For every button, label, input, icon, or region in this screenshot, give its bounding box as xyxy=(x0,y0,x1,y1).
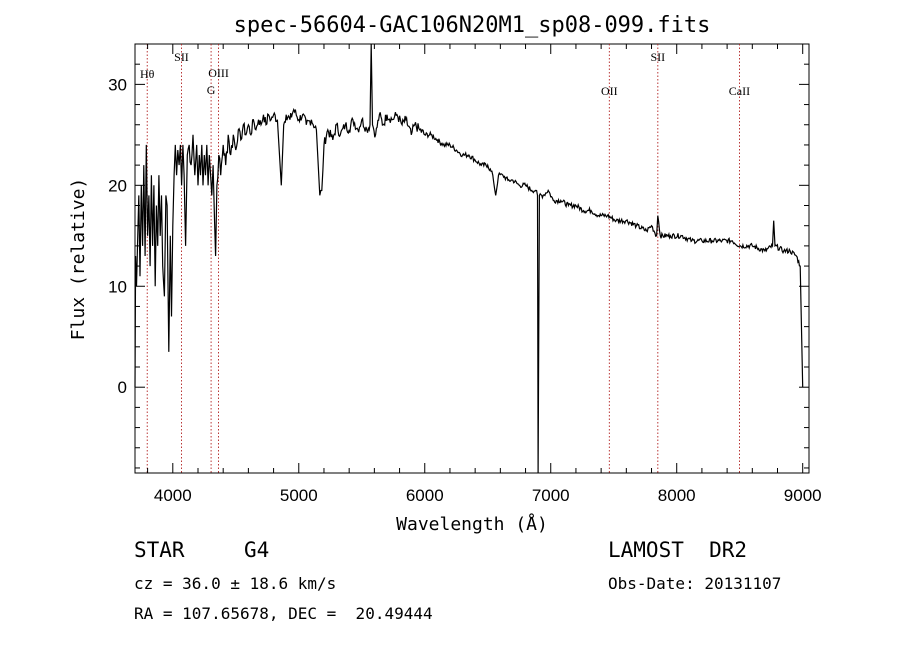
x-tick-label: 7000 xyxy=(532,486,570,505)
line-marker-label: Hθ xyxy=(140,67,155,81)
object-class: STAR xyxy=(134,538,185,562)
chart-title: spec-56604-GAC106N20M1_sp08-099.fits xyxy=(234,13,711,38)
line-marker-label: G xyxy=(207,83,216,97)
line-marker-label: OIII xyxy=(208,66,229,80)
survey-name: LAMOST DR2 xyxy=(608,538,748,562)
line-markers: Hθ SII OIII G OII SII CaII xyxy=(140,44,750,473)
x-tick-label: 5000 xyxy=(280,486,318,505)
line-marker-label: SII xyxy=(174,50,189,64)
object-subclass: G4 xyxy=(244,538,270,562)
x-tick-label: 8000 xyxy=(658,486,696,505)
y-tick-label: 10 xyxy=(108,277,127,296)
line-marker-label: SII xyxy=(650,50,665,64)
y-tick-label: 0 xyxy=(118,378,127,397)
coordinates: RA = 107.65678, DEC = 20.49444 xyxy=(134,604,433,623)
axes: 4000 5000 6000 7000 8000 9000 0 10 20 30 xyxy=(108,43,822,505)
plot-frame xyxy=(134,43,810,474)
x-tick-label: 9000 xyxy=(784,486,822,505)
y-axis-label: Flux (relative) xyxy=(68,178,89,341)
redshift-value: cz = 36.0 ± 18.6 km/s xyxy=(134,574,337,593)
observation-date: Obs-Date: 20131107 xyxy=(608,574,782,593)
y-tick-label: 20 xyxy=(108,176,127,195)
x-axis-label: Wavelength (Å) xyxy=(396,513,548,535)
line-marker-label: OII xyxy=(601,84,618,98)
spectrum-line xyxy=(134,43,804,474)
line-marker-label: CaII xyxy=(729,84,750,98)
x-tick-label: 4000 xyxy=(154,486,192,505)
y-tick-label: 30 xyxy=(108,75,127,94)
x-tick-label: 6000 xyxy=(406,486,444,505)
